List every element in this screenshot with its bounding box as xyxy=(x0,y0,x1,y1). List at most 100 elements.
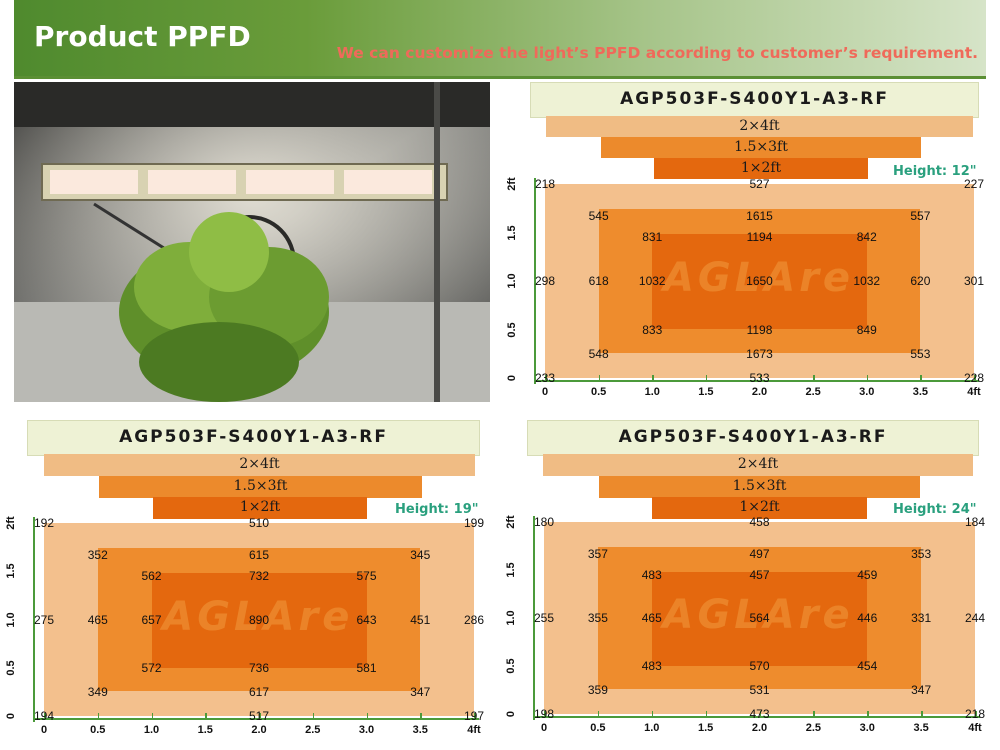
ppfd-value: 1032 xyxy=(638,274,666,288)
ppfd-value: 275 xyxy=(33,612,55,627)
ppfd-value: 557 xyxy=(910,209,931,223)
x-tick-mark xyxy=(705,375,708,380)
ppfd-value: 244 xyxy=(964,611,986,625)
x-tick-mark xyxy=(867,711,869,716)
model-title: AGP503F-S400Y1-A3-RF xyxy=(527,420,979,456)
ppfd-value: 227 xyxy=(963,177,985,191)
size-bar-1-5x3: 1.5×3ft xyxy=(99,476,422,498)
x-tick-label: 0.5 xyxy=(90,724,106,736)
ppfd-value: 581 xyxy=(356,660,377,675)
x-tick-mark xyxy=(759,711,761,716)
ppfd-value: 465 xyxy=(87,612,108,627)
x-tick-label: 4ft xyxy=(968,722,982,734)
y-tick-label: 2ft xyxy=(5,516,17,530)
coverage-zone-inner xyxy=(151,573,367,668)
x-tick-label: 2.0 xyxy=(751,386,768,398)
x-tick-mark xyxy=(44,713,46,718)
ppfd-value: 497 xyxy=(749,546,770,561)
ppfd-value: 473 xyxy=(749,707,770,721)
height-label: Height: 19" xyxy=(395,502,479,517)
ppfd-value: 347 xyxy=(911,683,932,697)
x-tick-mark xyxy=(544,711,546,716)
ppfd-value: 575 xyxy=(356,569,377,584)
size-bar-1x2: 1×2ft xyxy=(153,497,367,519)
x-tick-label: 0 xyxy=(540,722,548,734)
x-tick-label: 1.0 xyxy=(143,724,160,736)
y-tick-label: 0 xyxy=(5,712,17,720)
x-axis xyxy=(534,380,979,382)
x-tick-label: 1.0 xyxy=(644,386,660,398)
coverage-zone-inner xyxy=(652,234,867,330)
ppfd-value: 355 xyxy=(587,611,608,625)
ppfd-value: 459 xyxy=(857,567,878,582)
x-axis xyxy=(533,716,980,718)
ppfd-value: 446 xyxy=(857,611,878,625)
ppfd-value: 347 xyxy=(410,684,431,699)
x-tick-label: 4ft xyxy=(967,386,981,398)
y-tick-label: 1.5 xyxy=(5,563,17,579)
ppfd-value: 483 xyxy=(641,567,662,582)
ppfd-value: 620 xyxy=(910,274,931,288)
ppfd-value: 255 xyxy=(533,611,555,625)
x-tick-label: 2.5 xyxy=(805,386,821,398)
ppfd-value: 218 xyxy=(964,707,986,721)
ppfd-value: 531 xyxy=(749,683,770,697)
size-bar-1-5x3: 1.5×3ft xyxy=(601,137,921,158)
y-tick-label: 0 xyxy=(505,710,517,718)
x-tick-mark xyxy=(651,711,654,716)
x-tick-mark xyxy=(974,375,976,380)
x-tick-mark xyxy=(921,711,923,716)
ppfd-value: 1673 xyxy=(746,346,773,361)
ppfd-value: 548 xyxy=(588,346,609,361)
ppfd-value: 301 xyxy=(963,274,985,288)
y-tick-label: 1.5 xyxy=(505,562,517,578)
x-tick-label: 2.0 xyxy=(251,724,267,736)
ppfd-value: 1032 xyxy=(853,274,881,288)
y-tick-label: 0.5 xyxy=(506,321,518,338)
ppfd-value: 545 xyxy=(588,209,609,223)
ppfd-value: 570 xyxy=(749,659,770,673)
y-tick-label: 1.0 xyxy=(5,611,17,628)
ppfd-value: 352 xyxy=(87,547,108,562)
ppfd-value: 454 xyxy=(857,659,878,673)
ppfd-value: 562 xyxy=(141,569,162,584)
y-tick-label: 0.5 xyxy=(5,660,17,676)
ppfd-value: 564 xyxy=(749,611,770,625)
x-tick-mark xyxy=(975,711,977,716)
x-tick-mark xyxy=(813,375,815,380)
x-axis xyxy=(33,718,479,720)
ppfd-value: 218 xyxy=(534,177,556,191)
ppfd-value: 533 xyxy=(749,371,770,385)
ppfd-value: 831 xyxy=(642,230,663,245)
ppfd-value: 849 xyxy=(856,322,877,337)
x-tick-mark xyxy=(652,375,654,380)
x-tick-mark xyxy=(545,375,547,380)
y-tick-label: 1.0 xyxy=(506,273,518,289)
coverage-zone-inner xyxy=(651,571,868,666)
size-bar-1-5x3: 1.5×3ft xyxy=(599,476,920,498)
ppfd-value: 1650 xyxy=(746,274,773,288)
x-tick-label: 2.5 xyxy=(805,722,822,734)
ppfd-value: 553 xyxy=(910,346,931,361)
watermark-logo: AGLAre xyxy=(662,255,855,301)
y-tick-label: 1.0 xyxy=(505,610,517,626)
ppfd-value: 457 xyxy=(749,567,770,582)
ppfd-value: 572 xyxy=(141,660,162,675)
x-tick-mark xyxy=(866,375,869,380)
grow-tent-photo xyxy=(14,82,490,402)
x-tick-label: 3.0 xyxy=(358,724,375,736)
y-axis xyxy=(534,178,536,384)
page-subtitle: We can customize the light’s PPFD accord… xyxy=(336,44,978,62)
y-tick-label: 2ft xyxy=(506,177,518,191)
ppfd-value: 517 xyxy=(248,709,270,723)
ppfd-value: 890 xyxy=(248,612,270,627)
x-tick-label: 3.0 xyxy=(859,722,875,734)
y-tick-label: 1.5 xyxy=(506,224,518,241)
ppfd-value: 198 xyxy=(533,707,555,721)
x-tick-label: 0 xyxy=(40,724,48,736)
ppfd-value: 732 xyxy=(248,569,270,584)
ppfd-value: 197 xyxy=(463,709,485,723)
banner-divider xyxy=(14,76,986,79)
ppfd-value: 483 xyxy=(641,659,662,673)
ppfd-value: 184 xyxy=(964,515,986,529)
